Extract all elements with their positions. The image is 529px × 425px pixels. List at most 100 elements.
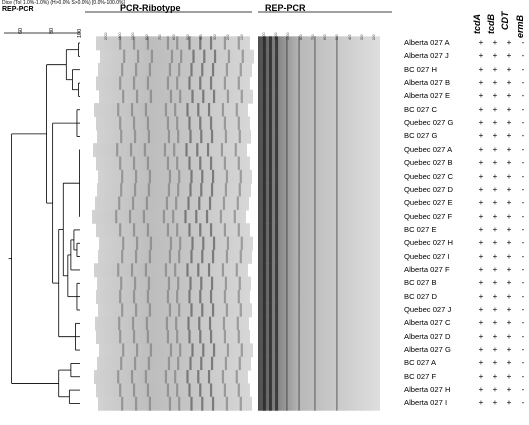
gene-marker: + <box>506 224 512 234</box>
gene-marker: - <box>521 91 525 101</box>
gene-marker: + <box>506 278 512 288</box>
ribotype-band <box>121 303 124 318</box>
ribotype-band <box>240 343 243 358</box>
ribotype-band <box>178 249 181 264</box>
rep-pcr-gel <box>258 36 380 411</box>
ribotype-band <box>176 383 179 398</box>
gene-marker: - <box>521 264 525 274</box>
ribotype-band <box>117 370 120 385</box>
ribotype-band <box>212 343 216 358</box>
gene-marker: + <box>492 358 498 368</box>
rep-pcr-band <box>286 276 288 291</box>
gene-marker: + <box>492 345 498 355</box>
gene-marker: - <box>521 318 525 328</box>
sample-label: Alberta 027 C <box>404 318 451 328</box>
rep-pcr-band <box>268 356 272 371</box>
rep-pcr-band <box>286 116 288 131</box>
ribotype-band <box>168 303 172 318</box>
ribotype-band <box>191 343 194 358</box>
gene-marker: + <box>478 144 484 154</box>
ladder-tick-label: 1000 <box>286 32 291 40</box>
ladder-tick-label: 2000 <box>262 32 266 40</box>
ribotype-band <box>177 183 180 198</box>
ribotype-band <box>209 156 213 171</box>
gene-marker: + <box>478 224 484 234</box>
rep-pcr-lane <box>258 263 380 278</box>
ribotype-band <box>202 89 205 104</box>
ribotype-band <box>179 236 182 251</box>
ribotype-band <box>223 223 227 238</box>
rep-pcr-band <box>314 383 316 398</box>
rep-pcr-band <box>275 249 279 264</box>
scale-tick-100: 100 <box>77 28 83 38</box>
rep-pcr-band <box>336 330 338 344</box>
ribotype-band <box>164 103 168 118</box>
rep-pcr-band <box>298 49 300 64</box>
sample-label: Alberta 027 B <box>404 78 451 88</box>
ribotype-band <box>172 209 175 224</box>
ribotype-band <box>148 63 152 77</box>
rep-pcr-band <box>268 223 272 238</box>
ribotype-band <box>166 383 170 398</box>
rep-pcr-band <box>262 143 266 158</box>
ribotype-band <box>132 330 136 344</box>
rep-pcr-band <box>298 36 300 51</box>
rep-pcr-band <box>286 236 288 251</box>
ribotype-band <box>119 223 122 238</box>
rep-pcr-band <box>268 196 272 211</box>
rep-pcr-lane <box>258 316 380 331</box>
ribotype-band <box>237 289 240 304</box>
gene-marker: + <box>492 224 498 234</box>
ribotype-band <box>238 129 241 144</box>
ribotype-band <box>238 276 241 291</box>
rep-pcr-band <box>286 396 288 411</box>
gene-marker: + <box>492 278 498 288</box>
sample-label: Alberta 027 G <box>404 345 451 355</box>
ribotype-band <box>166 36 170 51</box>
dendrogram-title: REP-PCR <box>2 6 34 13</box>
ribotype-band <box>239 303 242 318</box>
ribotype-band <box>211 63 215 77</box>
ribotype-band <box>164 370 168 385</box>
sample-label: Alberta 027 H <box>404 385 451 395</box>
sample-label: BC 027 G <box>404 131 438 141</box>
rep-pcr-band <box>314 169 316 184</box>
ladder-tick-label: 100 <box>240 34 244 40</box>
rep-pcr-band <box>298 209 300 224</box>
rep-pcr-band <box>336 356 338 371</box>
ribotype-band <box>185 143 188 158</box>
ribotype-band <box>189 276 192 291</box>
ribotype-band <box>146 156 150 171</box>
gene-marker: - <box>521 305 525 314</box>
rep-pcr-band <box>275 116 279 131</box>
ribotype-band <box>225 303 229 318</box>
gene-marker: + <box>506 291 512 301</box>
ribotype-band <box>167 129 171 144</box>
ladder-tick-label: 600 <box>323 34 328 40</box>
gene-marker: + <box>506 398 512 408</box>
gene-marker: - <box>521 198 525 208</box>
ribotype-band <box>191 236 194 251</box>
rep-pcr-lane <box>258 223 380 238</box>
ribotype-band <box>146 289 150 304</box>
rep-pcr-band <box>336 129 338 144</box>
ribotype-band <box>200 276 203 291</box>
ribotype-band <box>199 116 202 131</box>
sample-label: BC 027 C <box>404 104 437 114</box>
ribotype-band <box>186 370 189 385</box>
ribotype-band <box>198 316 201 331</box>
rep-pcr-band <box>262 316 266 331</box>
ribotype-band <box>188 383 191 398</box>
gene-marker: + <box>506 144 512 154</box>
rep-pcr-band <box>275 370 279 385</box>
ladder-tick-label: 400 <box>347 34 352 40</box>
gene-marker: + <box>506 171 512 181</box>
ribotype-band <box>177 356 180 371</box>
rep-pcr-band <box>262 89 266 104</box>
rep-pcr-band <box>298 383 300 398</box>
gene-marker: + <box>478 51 484 61</box>
ribotype-band <box>240 236 243 251</box>
gene-marker: + <box>478 264 484 274</box>
ribotype-band <box>241 49 244 64</box>
rep-pcr-band <box>268 343 272 358</box>
